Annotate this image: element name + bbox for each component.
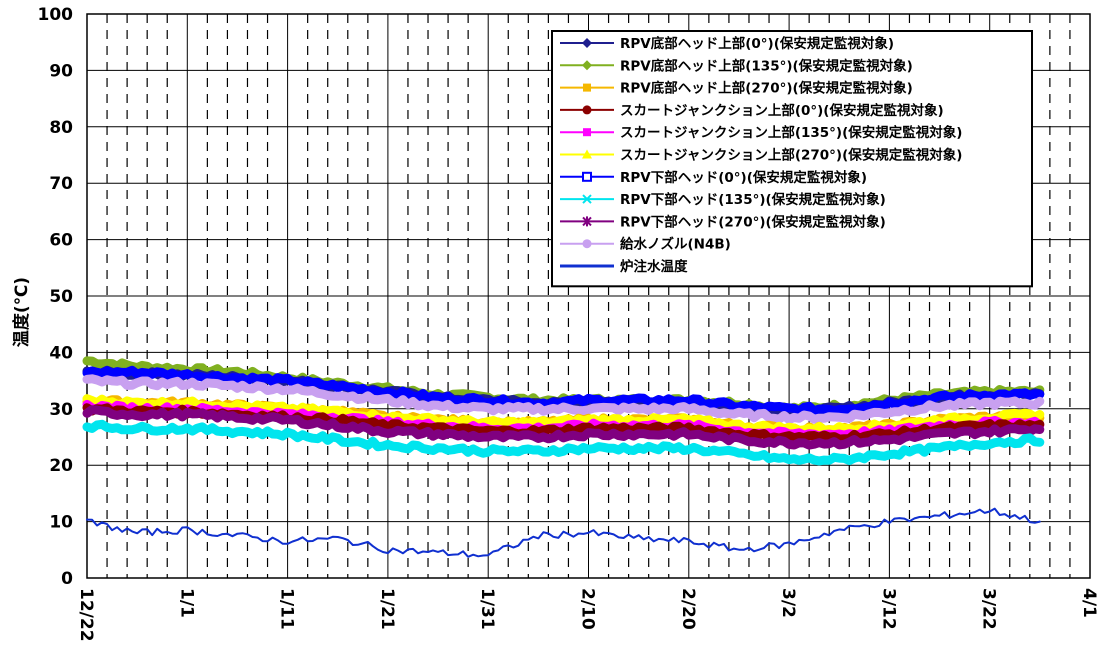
legend-marker xyxy=(582,149,592,159)
legend-marker xyxy=(582,171,592,182)
legend-marker xyxy=(583,128,591,137)
legend-label: RPV下部ヘッド(0°)(保安規定監視対象) xyxy=(620,169,867,186)
x-tick-label: 3/22 xyxy=(979,588,999,630)
x-tick-label: 12/22 xyxy=(76,588,96,642)
legend-label: RPV底部ヘッド上部(135°)(保安規定監視対象) xyxy=(620,57,913,74)
legend-marker xyxy=(582,105,592,115)
y-tick-label: 90 xyxy=(49,61,73,81)
legend-label: RPV底部ヘッド上部(0°)(保安規定監視対象) xyxy=(620,35,894,52)
y-tick-label: 60 xyxy=(49,231,73,251)
legend-label: RPV底部ヘッド上部(270°)(保安規定監視対象) xyxy=(620,80,913,97)
legend-marker xyxy=(582,38,592,48)
x-tick-label: 3/2 xyxy=(778,588,798,618)
x-axis-ticks: 12/22 1/1 1/11 1/21 1/31 2/10 2/20 3/2 3/12 3/22 4… xyxy=(76,588,1099,642)
legend-box xyxy=(551,30,1033,288)
y-axis-ticks: 0 10 20 30 40 50 60 70 80 90 100 xyxy=(38,5,74,589)
legend: RPV底部ヘッド上部(0°)(保安規定監視対象) RPV底部ヘッド上部(135°)… xyxy=(551,30,1033,288)
legend-label: RPV下部ヘッド(135°)(保安規定監視対象) xyxy=(620,191,886,208)
x-tick-label: 2/20 xyxy=(678,588,698,630)
legend-marker xyxy=(582,60,592,71)
series-line xyxy=(82,374,1045,425)
series-layer xyxy=(82,356,1045,558)
series-line xyxy=(86,507,1041,558)
x-tick-label: 1/21 xyxy=(377,588,397,630)
x-tick-label: 2/10 xyxy=(578,588,598,630)
x-tick-label: 1/1 xyxy=(176,588,196,618)
series-line xyxy=(82,419,1045,466)
legend-marker xyxy=(582,239,592,249)
y-tick-label: 80 xyxy=(49,118,73,138)
y-tick-label: 40 xyxy=(49,343,73,363)
legend-marker xyxy=(582,194,592,204)
legend-marker xyxy=(583,83,591,92)
plot-area xyxy=(86,13,1091,579)
y-tick-label: 20 xyxy=(49,456,73,476)
series-line xyxy=(82,365,1045,416)
plot-border xyxy=(86,13,1091,579)
y-tick-label: 50 xyxy=(49,287,73,307)
x-tick-label: 4/1 xyxy=(1079,588,1099,618)
y-tick-label: 70 xyxy=(49,174,73,194)
y-tick-label: 30 xyxy=(49,400,73,420)
y-axis-label: 温度(℃) xyxy=(11,277,32,347)
y-tick-label: 10 xyxy=(49,513,73,533)
legend-label: スカートジャンクション上部(135°)(保安規定監視対象) xyxy=(620,124,962,141)
legend-label: 給水ノズル(N4B) xyxy=(620,236,731,253)
legend-label: スカートジャンクション上部(0°)(保安規定監視対象) xyxy=(620,102,944,119)
legend-label: スカートジャンクション上部(270°)(保安規定監視対象) xyxy=(620,147,962,164)
y-tick-label: 0 xyxy=(61,569,73,589)
series-line xyxy=(82,405,1045,450)
legend-marker xyxy=(582,216,592,227)
legend-label: RPV下部ヘッド(270°)(保安規定監視対象) xyxy=(620,213,886,230)
legend-label: 炉注水温度 xyxy=(620,258,688,275)
x-tick-label: 3/12 xyxy=(878,588,898,630)
x-tick-label: 1/11 xyxy=(277,588,297,630)
y-tick-label: 100 xyxy=(38,5,74,25)
x-tick-label: 1/31 xyxy=(477,588,497,630)
